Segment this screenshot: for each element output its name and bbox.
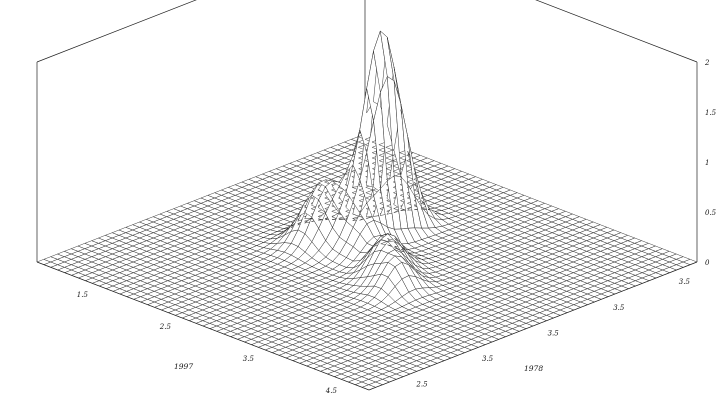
x-axis-label: 1997 [174, 362, 193, 371]
front-frame [36, 261, 698, 391]
frame-edge-floor [36, 261, 698, 391]
y-tick-label: 3.5 [613, 304, 625, 312]
y-tick-label: 2.5 [415, 381, 428, 389]
y-tick-label: 3.5 [679, 278, 691, 286]
y-tick-label: 3.5 [548, 329, 560, 337]
z-tick-label: 0 [705, 259, 710, 267]
x-tick-label: 3.5 [243, 355, 255, 363]
y-axis-label: 1978 [524, 364, 543, 373]
y-tick-label: 3.5 [482, 355, 494, 363]
x-tick-label: 2.5 [159, 323, 172, 331]
z-tick-label: 1 [705, 159, 709, 167]
z-tick-label: 0.5 [705, 209, 716, 217]
x-tick-label: 4.5 [325, 387, 338, 395]
tick-labels: 0 0.5 1 1.5 2 1.5 2.5 3.5 4.5 2.5 3.5 3.5 3.5 3.5 [77, 59, 716, 395]
x-tick-label: 1.5 [77, 291, 89, 299]
surface-mesh [36, 30, 698, 391]
z-tick-label: 2 [704, 59, 710, 67]
z-tick-label: 1.5 [705, 109, 716, 117]
frame-edge-top [36, 0, 698, 63]
